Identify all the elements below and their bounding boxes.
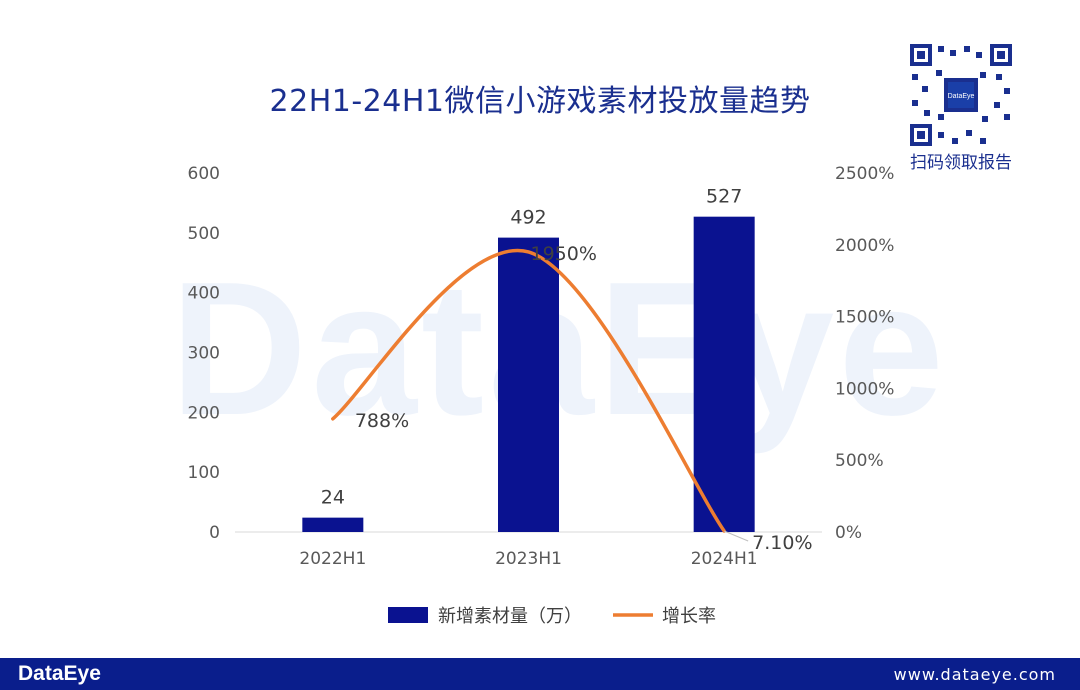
line-data-label: 7.10% xyxy=(752,532,812,554)
qr-caption: 扫码领取报告 xyxy=(910,153,1012,173)
chart-title: 22H1-24H1微信小游戏素材投放量趋势 xyxy=(269,84,811,119)
line-data-label: 788% xyxy=(355,410,409,432)
footer-logo: DataEye xyxy=(18,662,101,685)
bar xyxy=(498,237,559,532)
line-data-label: 1950% xyxy=(531,243,597,265)
bar-data-label: 527 xyxy=(706,186,742,208)
x-tick-label: 2023H1 xyxy=(495,549,562,569)
legend-line-label: 增长率 xyxy=(662,606,716,627)
growth-rate-line xyxy=(331,248,726,533)
label-leader-line xyxy=(723,530,749,542)
y-left-tick-label: 300 xyxy=(188,344,220,364)
y-left-tick-label: 500 xyxy=(188,224,220,244)
y-right-tick-label: 1500% xyxy=(835,308,894,328)
bar-data-label: 492 xyxy=(510,207,546,229)
y-left-tick-label: 100 xyxy=(188,463,220,483)
legend-bar-label: 新增素材量（万） xyxy=(438,606,582,627)
combo-chart: 0 100 200 300 400 500 600 0% 500% 1000% 1500% 2000%… xyxy=(188,164,895,627)
y-right-tick-label: 1000% xyxy=(835,379,894,399)
qr-code-icon[interactable]: DataEye xyxy=(908,42,1014,148)
footer-url[interactable]: www.dataeye.com xyxy=(893,665,1056,684)
bar xyxy=(302,517,364,532)
y-left-tick-label: 600 xyxy=(188,164,220,184)
bar-data-label: 24 xyxy=(321,487,345,509)
y-right-tick-label: 0% xyxy=(835,523,862,543)
bar xyxy=(693,216,755,532)
y-right-tick-label: 2500% xyxy=(835,164,894,184)
footer-bar: DataEye www.dataeye.com xyxy=(0,658,1080,690)
y-left-tick-label: 400 xyxy=(188,284,220,304)
qr-center-logo: DataEye xyxy=(948,93,975,100)
y-left-tick-label: 0 xyxy=(209,523,220,543)
y-right-tick-label: 2000% xyxy=(835,236,894,256)
legend-bar-swatch xyxy=(388,607,428,623)
y-right-tick-label: 500% xyxy=(835,451,884,471)
x-tick-label: 2022H1 xyxy=(299,549,366,569)
y-left-tick-label: 200 xyxy=(188,403,220,423)
x-tick-label: 2024H1 xyxy=(691,549,758,569)
